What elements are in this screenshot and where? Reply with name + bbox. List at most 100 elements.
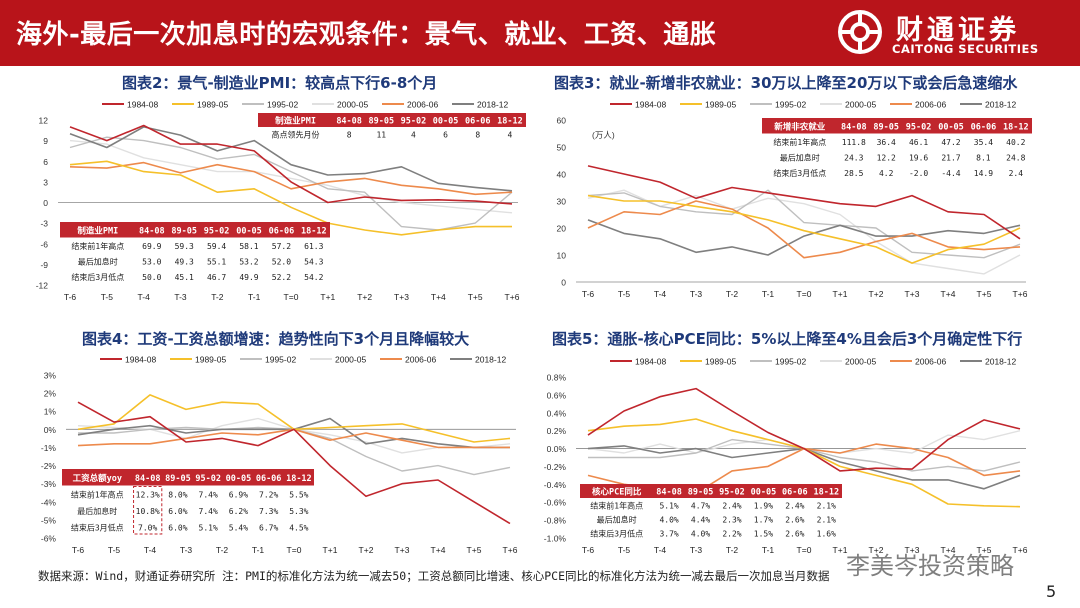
data-table-pce-cell: 1.7% bbox=[754, 516, 773, 525]
legend-label-pce: 1989-05 bbox=[705, 357, 736, 367]
data-table-pce-cell: 2.2% bbox=[722, 530, 741, 539]
series-line-pce-1995-02 bbox=[588, 438, 1021, 472]
x-tick-label-pmi: T-6 bbox=[64, 292, 77, 302]
table-top-pmi-cell: 8 bbox=[475, 131, 480, 140]
x-tick-label-pce: T+3 bbox=[905, 545, 920, 555]
x-tick-label-nfp: T-1 bbox=[762, 289, 775, 299]
y-tick-label-pmi: 6 bbox=[43, 157, 48, 167]
x-tick-label-wage: T-5 bbox=[108, 545, 121, 555]
y-tick-label-wage: -4% bbox=[41, 497, 57, 507]
data-table-nfp-header-bg bbox=[762, 118, 1032, 134]
data-table-nfp-cell: 24.3 bbox=[844, 153, 863, 162]
data-table-nfp-cell: 35.4 bbox=[974, 138, 993, 147]
table-top-pmi-header-cell: 制造业PMI bbox=[275, 116, 316, 127]
data-table-pmi-cell: 55.1 bbox=[207, 257, 226, 266]
data-table-pmi-cell: 59.3 bbox=[175, 242, 194, 251]
data-table-nfp-header-cell: 新增非农就业 bbox=[774, 121, 826, 132]
data-table-wage-header-cell: 00-05 bbox=[226, 474, 252, 484]
table-top-pmi-header-bg bbox=[258, 113, 526, 127]
legend-label-nfp: 1989-05 bbox=[705, 100, 736, 110]
data-table-pmi-cell: 49.3 bbox=[175, 257, 194, 266]
x-tick-label-wage: T+3 bbox=[395, 545, 410, 555]
chart-pmi-title: 图表2：景气-制造业PMI：较高点下行6-8个月 bbox=[122, 74, 438, 92]
legend-label-pce: 1984-08 bbox=[635, 357, 666, 367]
data-table-pmi-cell: 46.7 bbox=[207, 273, 226, 282]
x-tick-label-pmi: T+2 bbox=[357, 292, 372, 302]
y-tick-label-wage: 0% bbox=[44, 425, 57, 435]
y-tick-label-pmi: 3 bbox=[43, 177, 48, 187]
company-logo: 财通证券 CAITONG SECURITIES bbox=[834, 6, 1064, 60]
series-line-pmi-2000-05 bbox=[69, 139, 513, 214]
data-table-pmi-cell: 59.4 bbox=[207, 242, 226, 251]
data-table-nfp-cell: 24.8 bbox=[1006, 153, 1025, 162]
x-tick-label-nfp: T+6 bbox=[1013, 289, 1028, 299]
y-tick-label-nfp: 40 bbox=[557, 170, 567, 180]
data-table-nfp-cell: 2.4 bbox=[1009, 169, 1024, 178]
header-bar: 海外-最后一次加息时的宏观条件：景气、就业、工资、通胀 财通证券 CAITONG… bbox=[0, 0, 1080, 66]
x-tick-label-pmi: T-1 bbox=[248, 292, 261, 302]
data-table-wage-cell: 结束后3月低点 bbox=[71, 522, 124, 532]
legend-label-pce: 1995-02 bbox=[775, 357, 806, 367]
legend-label-pce: 2000-05 bbox=[845, 357, 876, 367]
data-table-nfp-cell: 最后加息时 bbox=[780, 152, 820, 162]
data-table-pce-header-cell: 89-05 bbox=[688, 488, 714, 498]
data-table-pmi-cell: 最后加息时 bbox=[78, 256, 118, 266]
data-table-wage-header-cell: 89-05 bbox=[165, 474, 191, 484]
data-table-pmi-cell: 58.1 bbox=[239, 242, 258, 251]
data-table-wage-cell: 4.5% bbox=[289, 523, 308, 532]
x-tick-label-pce: T=0 bbox=[797, 545, 812, 555]
data-table-pmi-cell: 61.3 bbox=[304, 242, 323, 251]
series-line-nfp-1984-08 bbox=[587, 165, 1021, 240]
data-table-pmi-cell: 53.2 bbox=[239, 257, 258, 266]
y-tick-label-pmi: -12 bbox=[36, 281, 49, 291]
data-table-pmi-cell: 45.1 bbox=[175, 273, 194, 282]
y-tick-label-pce: -0.2% bbox=[544, 462, 567, 472]
y-tick-label-wage: -5% bbox=[41, 515, 57, 525]
data-table-pce-cell: 1.9% bbox=[754, 502, 773, 511]
chart-nfp-title: 图表3：就业-新增非农就业：30万以上降至20万以下或会后急速缩水 bbox=[554, 74, 1018, 92]
y-tick-label-pce: 0.6% bbox=[547, 390, 567, 400]
legend-label-nfp: 2018-12 bbox=[985, 100, 1016, 110]
data-table-pmi-cell: 54.2 bbox=[304, 273, 323, 282]
x-tick-label-pmi: T-2 bbox=[211, 292, 224, 302]
x-tick-label-pce: T+5 bbox=[977, 545, 992, 555]
page-title: 海外-最后一次加息时的宏观条件：景气、就业、工资、通胀 bbox=[16, 20, 717, 50]
x-tick-label-pce: T-2 bbox=[726, 545, 739, 555]
x-tick-label-wage: T-4 bbox=[144, 545, 157, 555]
data-table-pce-cell: 2.1% bbox=[817, 516, 836, 525]
y-tick-label-nfp: 0 bbox=[561, 278, 566, 288]
y-tick-label-pmi: 0 bbox=[43, 198, 48, 208]
logo-en-text: CAITONG SECURITIES bbox=[892, 42, 1039, 56]
chart-wage-title: 图表4：工资-工资总额增速：趋势性向下3个月且降幅较大 bbox=[82, 330, 470, 348]
data-table-nfp-cell: 19.6 bbox=[909, 153, 928, 162]
x-tick-label-pmi: T+3 bbox=[394, 292, 409, 302]
x-tick-label-nfp: T-2 bbox=[726, 289, 739, 299]
data-table-pmi-cell: 69.9 bbox=[142, 242, 161, 251]
x-tick-label-wage: T-3 bbox=[180, 545, 193, 555]
data-table-wage-cell: 6.0% bbox=[168, 523, 187, 532]
data-table-pmi-cell: 52.2 bbox=[272, 273, 291, 282]
data-table-wage-cell: 6.0% bbox=[168, 507, 187, 516]
footer-source-note: 数据来源：Wind，财通证券研究所 注：PMI的标准化方法为统一减去50；工资总… bbox=[38, 569, 830, 583]
y-tick-label-pce: -0.8% bbox=[544, 516, 567, 526]
wage-highlight-box bbox=[133, 486, 163, 535]
series-line-nfp-2000-05 bbox=[587, 189, 1021, 275]
x-tick-label-pce: T-5 bbox=[618, 545, 631, 555]
legend-label-wage: 2006-06 bbox=[405, 355, 436, 365]
chart-pce-title: 图表5：通胀-核心PCE同比：5%以上降至4%且会后3个月确定性下行 bbox=[552, 330, 1023, 348]
data-table-wage-cell: 6.2% bbox=[229, 507, 248, 516]
data-table-pce-header-cell: 06-06 bbox=[782, 488, 808, 498]
data-table-nfp-cell: -4.4 bbox=[941, 169, 960, 178]
y-tick-label-nfp: 60 bbox=[557, 116, 567, 126]
y-tick-label-wage: -1% bbox=[41, 443, 57, 453]
data-table-pce-cell: 5.1% bbox=[659, 502, 678, 511]
y-tick-label-pmi: 12 bbox=[39, 116, 49, 126]
series-line-pce-1984-08 bbox=[587, 387, 1021, 472]
data-table-pmi-cell: 50.0 bbox=[142, 273, 161, 282]
data-table-nfp-cell: 12.2 bbox=[877, 153, 896, 162]
data-table-pce-cell: 2.4% bbox=[785, 502, 804, 511]
data-table-nfp-cell: 40.2 bbox=[1006, 138, 1025, 147]
legend-label-nfp: 1995-02 bbox=[775, 100, 806, 110]
data-table-pce-header-bg bbox=[580, 484, 842, 498]
